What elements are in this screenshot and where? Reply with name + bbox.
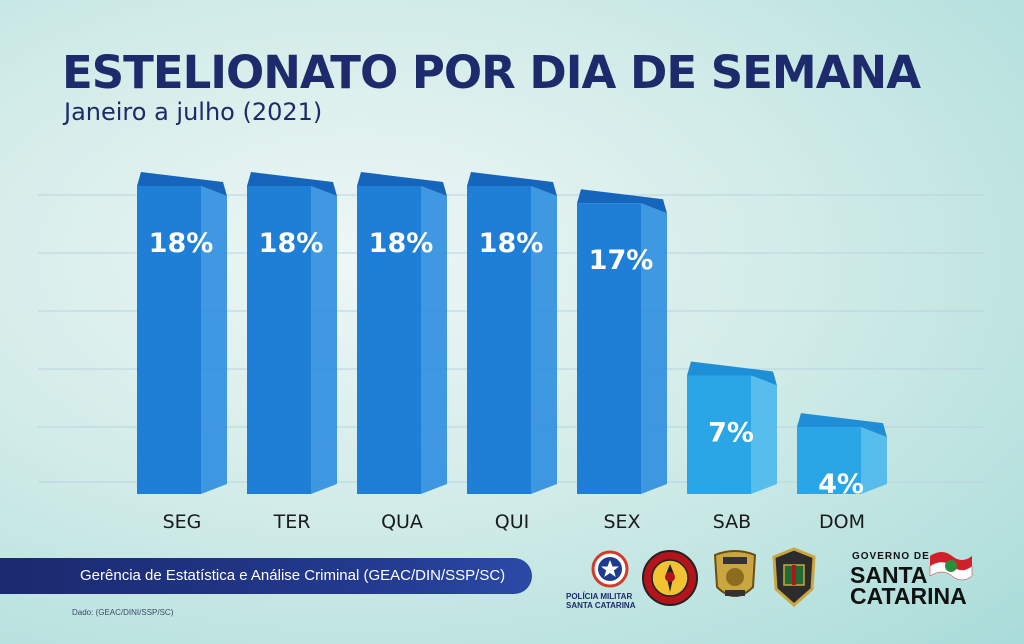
governo-label: GOVERNO DE <box>852 551 930 562</box>
governo-catarina: CATARINA <box>850 583 967 609</box>
source-note: Dado: (GEAC/DINI/SSP/SC) <box>72 608 174 617</box>
bar-dom <box>797 413 887 494</box>
x-axis-labels: SEG TER QUA QUI SEX SAB DOM <box>163 511 865 533</box>
bar-side <box>861 427 887 494</box>
bars: 18% 18% 18% 18% 17% 7% 4% <box>137 172 887 500</box>
bar-value-label: 18% <box>479 228 544 259</box>
x-tick-label: QUI <box>495 511 529 533</box>
x-tick-label: QUA <box>381 511 423 533</box>
policia-militar-caption-1: POLÍCIA MILITAR <box>566 592 633 601</box>
bar-top <box>357 172 447 196</box>
bar-front <box>247 186 311 494</box>
bar-top <box>687 361 777 386</box>
bar-side <box>531 186 557 494</box>
bar-side <box>421 186 447 494</box>
governo-santa: SANTA <box>850 562 928 588</box>
bar-sex <box>577 189 667 494</box>
policia-militar-caption-2: SANTA CATARINA <box>566 601 636 610</box>
igp-logo <box>772 547 816 607</box>
bar-front <box>577 203 641 494</box>
bar-sab <box>687 361 777 494</box>
footer-band <box>0 558 532 594</box>
bar-value-label: 7% <box>708 417 754 448</box>
bar-top <box>577 189 667 214</box>
bar-front <box>137 186 201 494</box>
policia-militar-logo <box>591 550 629 588</box>
bar-side <box>311 186 337 494</box>
bar-top <box>137 172 227 196</box>
bar-side <box>751 375 777 494</box>
policia-civil-logo <box>713 550 757 597</box>
bar-value-label: 17% <box>589 245 654 276</box>
bar-chart: 18% 18% 18% 18% 17% 7% 4% SEG TER QUA QUI SEX SAB DO… <box>38 172 985 533</box>
bar-side <box>641 203 667 494</box>
chart-subtitle: Janeiro a julho (2021) <box>64 98 323 126</box>
x-tick-label: SAB <box>713 511 751 533</box>
bar-front <box>467 186 531 494</box>
bar-top <box>467 172 557 196</box>
bar-front <box>797 427 861 494</box>
x-tick-label: TER <box>273 511 311 533</box>
bar-top <box>797 413 887 438</box>
bar-qui <box>467 172 557 494</box>
bar-top <box>247 172 337 196</box>
x-tick-label: DOM <box>819 511 865 533</box>
bar-front <box>357 186 421 494</box>
bar-value-label: 4% <box>818 469 864 500</box>
bar-ter <box>247 172 337 494</box>
bombeiros-logo <box>642 550 698 606</box>
santa-catarina-flag-icon <box>929 552 973 581</box>
x-tick-label: SEX <box>603 511 640 533</box>
bar-value-label: 18% <box>259 228 324 259</box>
bar-seg <box>137 172 227 494</box>
chart-title: ESTELIONATO POR DIA DE SEMANA <box>62 46 921 99</box>
bar-front <box>687 375 751 494</box>
bar-qua <box>357 172 447 494</box>
bar-value-label: 18% <box>149 228 214 259</box>
bar-value-label: 18% <box>369 228 434 259</box>
footer-department: Gerência de Estatística e Análise Crimin… <box>80 567 506 584</box>
bar-side <box>201 186 227 494</box>
x-tick-label: SEG <box>163 511 202 533</box>
